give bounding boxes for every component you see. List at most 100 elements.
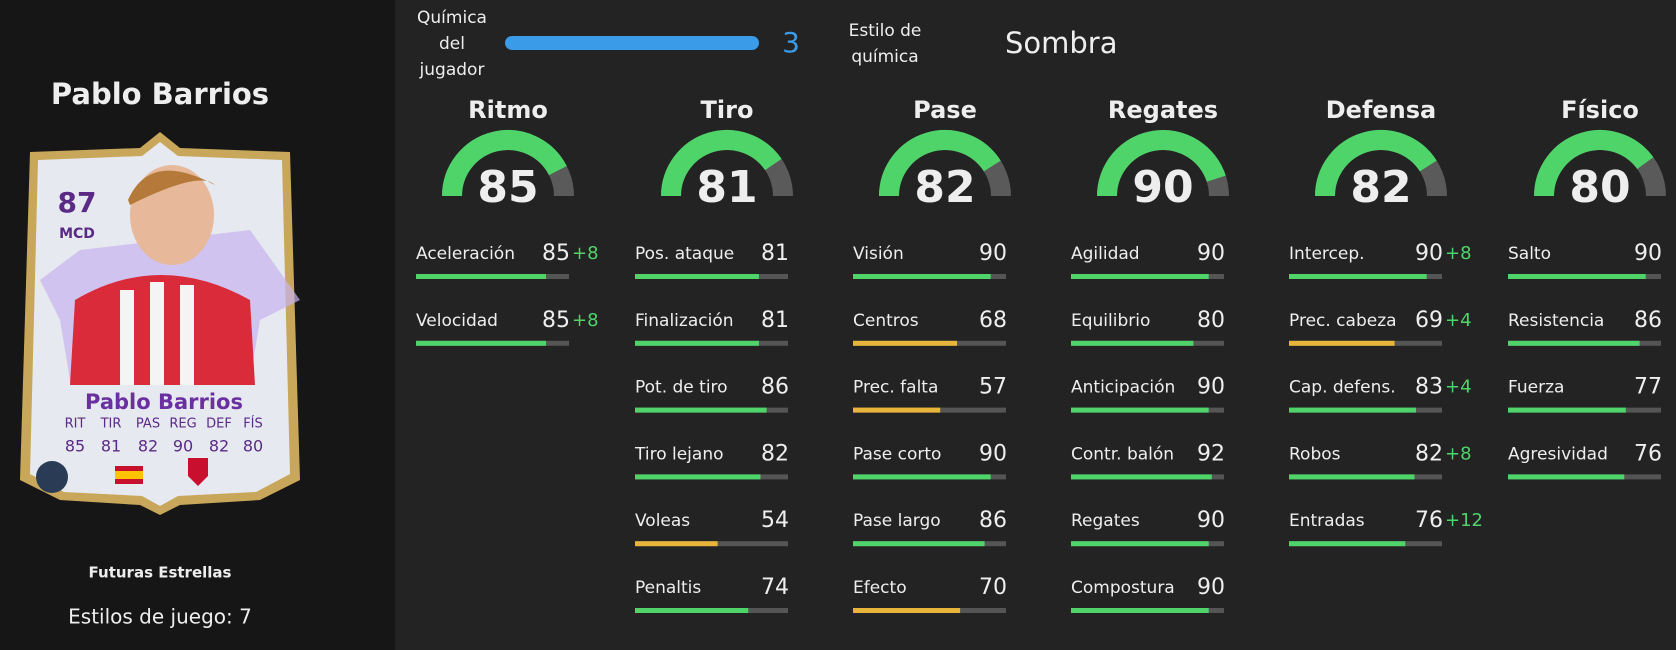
- category-name: Regates: [1108, 96, 1218, 124]
- stat-value: 81: [761, 308, 789, 333]
- badge: [36, 461, 68, 493]
- stat-boost: +8: [572, 243, 599, 264]
- stat-name: Velocidad: [416, 311, 498, 331]
- stat-name: Penaltis: [635, 578, 701, 598]
- chemistry-bar: [505, 36, 759, 50]
- stat-boost: +12: [1445, 510, 1483, 531]
- stat-value: 54: [761, 508, 789, 533]
- stat-value: 92: [1197, 441, 1225, 466]
- stat-bar: [1289, 474, 1415, 480]
- stat-value: 69: [1415, 308, 1443, 333]
- stat-value: 86: [1634, 308, 1662, 333]
- card-stat-label: DEF: [206, 417, 232, 432]
- stat-value: 82: [1415, 441, 1443, 466]
- card-name: Pablo Barrios: [85, 390, 243, 414]
- gauge-fill: [1315, 130, 1437, 197]
- gauge-fill: [661, 130, 782, 197]
- stat-bar: [635, 340, 759, 346]
- stat-name: Tiro lejano: [634, 444, 724, 464]
- stat-value: 76: [1415, 508, 1443, 533]
- stat-name: Prec. cabeza: [1289, 311, 1397, 331]
- gauge-fill: [1534, 130, 1654, 197]
- card-stat-label: FÍS: [243, 416, 263, 432]
- stat-name: Intercep.: [1289, 244, 1365, 264]
- stat-value: 83: [1415, 375, 1443, 400]
- stat-name: Robos: [1289, 444, 1341, 464]
- stat-bar: [1071, 608, 1209, 613]
- stat-name: Centros: [853, 311, 919, 331]
- stat-boost: +8: [1445, 443, 1472, 464]
- card-stat-value: 82: [138, 437, 158, 456]
- stat-value: 77: [1634, 375, 1662, 400]
- stat-name: Equilibrio: [1071, 311, 1150, 331]
- stat-bar: [1508, 274, 1646, 279]
- chemistry-label: jugador: [419, 60, 485, 80]
- stat-bar: [853, 541, 985, 547]
- stat-bar: [416, 274, 547, 279]
- chemistry-style: Sombra: [1005, 26, 1118, 60]
- stat-value: 86: [761, 375, 789, 400]
- stat-name: Anticipación: [1071, 378, 1175, 398]
- stat-bar: [1071, 407, 1209, 413]
- category-value: 81: [696, 162, 757, 213]
- player-card: 87 MCD Pablo Barrios: [20, 132, 300, 515]
- stat-bar: [1508, 340, 1640, 346]
- stat-name: Prec. falta: [853, 378, 938, 398]
- stat-bar: [1508, 474, 1625, 480]
- stat-value: 90: [979, 441, 1007, 466]
- stat-bar: [1289, 541, 1406, 547]
- stat-bar: [1071, 340, 1194, 346]
- stat-bar: [635, 541, 718, 547]
- stat-value: 81: [761, 241, 789, 266]
- stat-bar: [853, 340, 958, 346]
- category-name: Tiro: [701, 96, 754, 124]
- chemistry-value: 3: [782, 26, 800, 59]
- stat-name: Regates: [1071, 511, 1140, 531]
- stat-bar: [853, 608, 961, 613]
- stat-value: 90: [1197, 241, 1225, 266]
- card-stat-label: PAS: [136, 417, 160, 432]
- stat-value: 90: [1197, 375, 1225, 400]
- card-stat-label: REG: [169, 417, 196, 432]
- club-crest: [188, 458, 208, 486]
- playstyles: Estilos de juego: 7: [68, 605, 252, 629]
- stat-name: Pot. de tiro: [635, 378, 728, 398]
- card-stat-value: 85: [65, 437, 85, 456]
- flag-band: [115, 471, 143, 479]
- card-stat-value: 90: [173, 437, 193, 456]
- gauge-fill: [1097, 130, 1226, 197]
- stat-value: 80: [1197, 308, 1225, 333]
- stat-bar: [1289, 407, 1416, 413]
- chemistry-style-label: Estilo de: [849, 21, 922, 41]
- stat-bar: [853, 474, 991, 480]
- stat-bar: [1289, 274, 1427, 279]
- card-position: MCD: [59, 226, 95, 242]
- player-name: Pablo Barrios: [51, 77, 269, 111]
- stat-bar: [853, 274, 991, 279]
- shirt-stripe: [180, 285, 194, 385]
- category-value: 82: [1350, 162, 1411, 213]
- stat-name: Pos. ataque: [635, 244, 734, 264]
- stat-bar: [1071, 541, 1209, 547]
- hair: [128, 170, 215, 205]
- stat-bar: [416, 340, 547, 346]
- stat-name: Compostura: [1071, 578, 1175, 598]
- category-name: Ritmo: [468, 96, 548, 124]
- card-stat-value: 82: [209, 437, 229, 456]
- card-stat-value: 81: [101, 437, 121, 456]
- gauge-fill: [442, 130, 567, 197]
- stat-boost: +8: [1445, 243, 1472, 264]
- card-stat-label: TIR: [100, 417, 122, 432]
- stat-value: 90: [1197, 575, 1225, 600]
- category-name: Pase: [913, 96, 977, 124]
- stat-bar: [635, 608, 749, 613]
- stat-value: 90: [1197, 508, 1225, 533]
- stat-value: 70: [979, 575, 1007, 600]
- stat-boost: +4: [1445, 377, 1472, 398]
- stat-value: 86: [979, 508, 1007, 533]
- stat-value: 90: [979, 241, 1007, 266]
- category-value: 85: [477, 162, 538, 213]
- stat-name: Fuerza: [1508, 378, 1564, 398]
- stat-value: 85: [542, 241, 570, 266]
- stat-bar: [635, 474, 761, 480]
